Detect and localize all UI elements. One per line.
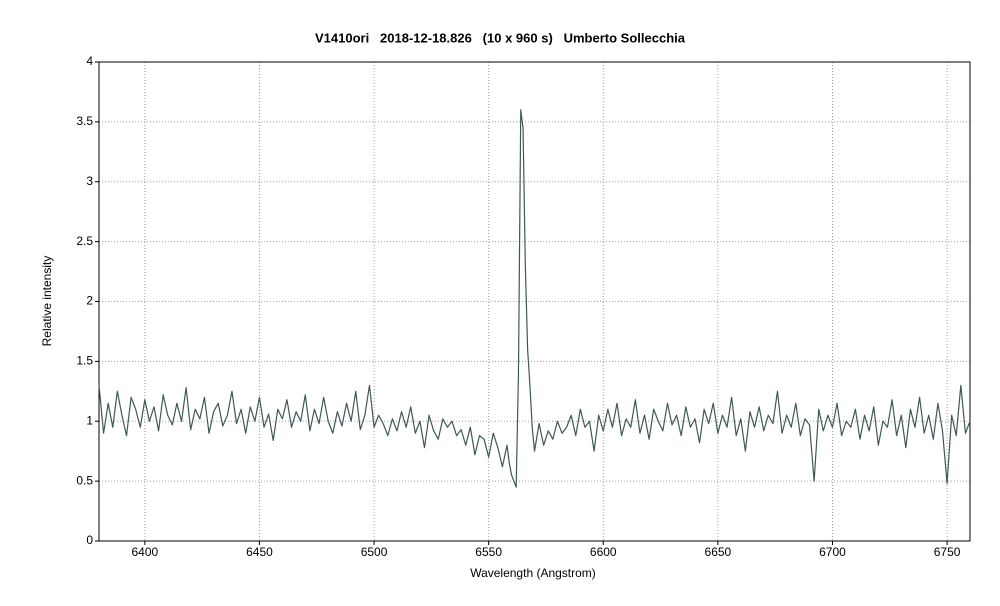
y-tick-label: 2: [86, 294, 93, 308]
spectrum-line: [98, 109, 971, 488]
x-axis-label: Wavelength (Angstrom): [470, 566, 596, 580]
y-tick-label: 4: [86, 54, 93, 68]
y-tick-label: 0: [86, 533, 93, 547]
x-tick-label: 6550: [475, 545, 502, 559]
x-tick-label: 6600: [590, 545, 617, 559]
y-tick-label: 3: [86, 174, 93, 188]
plot-frame: [98, 61, 971, 542]
y-tick-label: 2.5: [76, 234, 93, 248]
y-axis-label: Relative intensity: [40, 256, 54, 347]
x-tick-label: 6650: [705, 545, 732, 559]
chart-title: V1410ori 2018-12-18.826 (10 x 960 s) Umb…: [315, 30, 686, 45]
x-tick-label: 6400: [131, 545, 158, 559]
y-tick-label: 1.5: [76, 354, 93, 368]
y-tick-label: 1: [86, 413, 93, 427]
y-tick-label: 3.5: [76, 114, 93, 128]
x-tick-label: 6750: [934, 545, 961, 559]
x-tick-label: 6700: [819, 545, 846, 559]
x-tick-label: 6500: [361, 545, 388, 559]
x-tick-label: 6450: [246, 545, 273, 559]
y-tick-label: 0.5: [76, 473, 93, 487]
